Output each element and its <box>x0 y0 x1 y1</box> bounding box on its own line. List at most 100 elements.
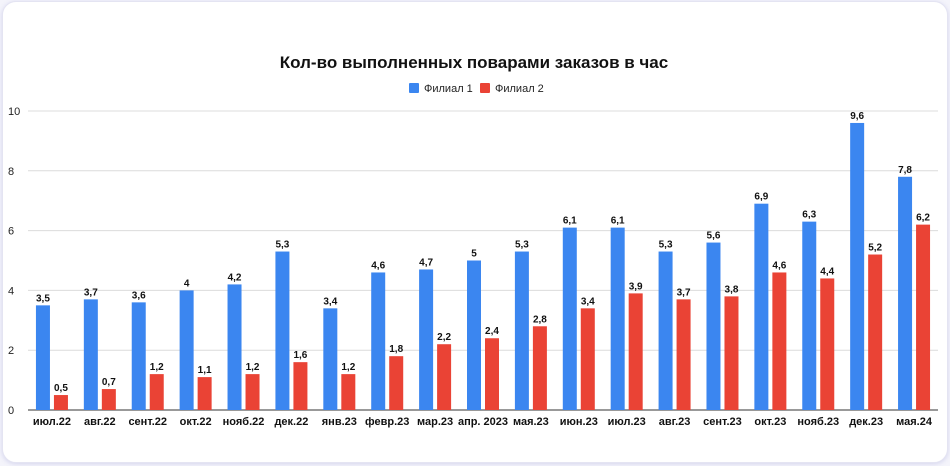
x-tick-label: янв.23 <box>322 416 357 428</box>
y-tick-label: 2 <box>8 345 14 357</box>
bar-series1 <box>898 176 913 410</box>
data-label: 4 <box>184 278 190 289</box>
data-label: 5,6 <box>707 231 721 242</box>
data-label: 2,8 <box>533 314 547 325</box>
x-tick-label: дек.23 <box>849 416 883 428</box>
y-tick-label: 0 <box>8 405 14 417</box>
data-label: 4,7 <box>419 257 433 268</box>
bar-series2 <box>245 374 260 410</box>
data-label: 5,3 <box>515 240 529 251</box>
y-tick-label: 4 <box>8 285 14 297</box>
x-tick-label: февр.23 <box>365 416 409 428</box>
bar-series1 <box>658 251 673 410</box>
bar-series1 <box>419 269 434 410</box>
data-label: 6,2 <box>916 213 930 224</box>
x-tick-label: окт.22 <box>180 416 212 428</box>
data-label: 1,2 <box>246 362 260 373</box>
data-label: 9,6 <box>850 111 864 122</box>
data-label: 3,8 <box>725 284 739 295</box>
data-label: 3,5 <box>36 293 50 304</box>
bar-series1 <box>83 299 98 410</box>
data-label: 1,2 <box>150 362 164 373</box>
data-label: 3,9 <box>629 281 643 292</box>
x-tick-label: мар.23 <box>417 416 453 428</box>
data-label: 7,8 <box>898 165 912 176</box>
x-tick-label: июл.22 <box>33 416 71 428</box>
x-tick-label: авг.23 <box>659 416 691 428</box>
data-label: 0,5 <box>54 383 68 394</box>
data-label: 1,2 <box>341 362 355 373</box>
bar-series2 <box>437 344 452 410</box>
bar-series1 <box>371 272 386 410</box>
bars: 3,5 0,5 3,7 0,7 3,6 1,2 4 1,1 4,2 1,2 5,3 1,6 3,4 1,2… <box>35 111 931 411</box>
bar-series1 <box>227 284 242 410</box>
bar-series2 <box>485 338 499 410</box>
legend-swatch-2 <box>480 83 490 93</box>
data-label: 1,8 <box>389 344 403 355</box>
data-label: 5,3 <box>659 240 673 251</box>
x-tick-label: мая.23 <box>513 416 549 428</box>
data-label: 3,7 <box>677 287 691 298</box>
x-tick-label: июл.23 <box>608 416 646 428</box>
bar-series1 <box>802 221 817 410</box>
bar-series2 <box>293 362 308 410</box>
x-tick-label: дек.22 <box>274 416 308 428</box>
data-label: 1,1 <box>198 365 212 376</box>
y-tick-label: 8 <box>8 166 14 178</box>
legend-swatch-1 <box>409 83 419 93</box>
legend: Филиал 1 Филиал 2 <box>409 83 544 95</box>
x-tick-label: мая.24 <box>896 416 933 428</box>
bar-series2 <box>724 296 739 410</box>
data-label: 6,3 <box>802 210 816 221</box>
data-label: 2,2 <box>437 332 451 343</box>
bar-series2 <box>916 224 931 410</box>
x-tick-label: нояб.23 <box>797 416 839 428</box>
bar-series1 <box>35 305 50 410</box>
data-label: 2,4 <box>485 326 499 337</box>
x-tick-label: авг.22 <box>84 416 116 428</box>
data-label: 4,6 <box>371 260 385 271</box>
grid-lines <box>28 110 938 411</box>
bar-series1 <box>562 227 577 410</box>
data-label: 1,6 <box>293 350 307 361</box>
data-label: 4,4 <box>820 266 834 277</box>
legend-label-2: Филиал 2 <box>495 83 544 95</box>
x-tick-label: сент.22 <box>128 416 167 428</box>
x-tick-label: сент.23 <box>703 416 742 428</box>
x-tick-label: июн.23 <box>560 416 598 428</box>
bar-series1 <box>131 302 146 410</box>
bar-series2 <box>532 326 547 410</box>
bar-series2 <box>772 272 787 410</box>
data-label: 0,7 <box>102 377 116 388</box>
data-label: 3,4 <box>323 296 337 307</box>
data-label: 4,2 <box>228 272 242 283</box>
chart-title: Кол-во выполненных поварами заказов в ча… <box>280 53 668 72</box>
bar-series2 <box>868 254 883 410</box>
bar-series2 <box>389 356 404 410</box>
x-tick-label: нояб.22 <box>223 416 265 428</box>
data-label: 3,6 <box>132 290 146 301</box>
data-label: 6,9 <box>754 192 768 203</box>
bar-series2 <box>820 278 835 410</box>
bar-series1 <box>275 251 290 410</box>
bar-series2 <box>149 374 164 410</box>
data-label: 5,2 <box>868 243 882 254</box>
data-label: 3,7 <box>84 287 98 298</box>
data-label: 3,4 <box>581 296 595 307</box>
bar-series1 <box>850 122 865 411</box>
bar-series1 <box>514 251 529 410</box>
bar-series1 <box>179 290 194 410</box>
y-tick-label: 6 <box>8 226 14 238</box>
y-tick-label: 10 <box>8 106 20 118</box>
bar-series2 <box>628 293 643 410</box>
bar-series2 <box>197 377 212 410</box>
bar-series1 <box>706 242 721 410</box>
bar-series1 <box>610 227 625 410</box>
bar-series2 <box>53 395 68 410</box>
data-label: 5,3 <box>275 240 289 251</box>
data-label: 4,6 <box>772 260 786 271</box>
bar-series1 <box>323 308 338 410</box>
bar-series2 <box>341 374 356 410</box>
data-label: 6,1 <box>611 216 625 227</box>
